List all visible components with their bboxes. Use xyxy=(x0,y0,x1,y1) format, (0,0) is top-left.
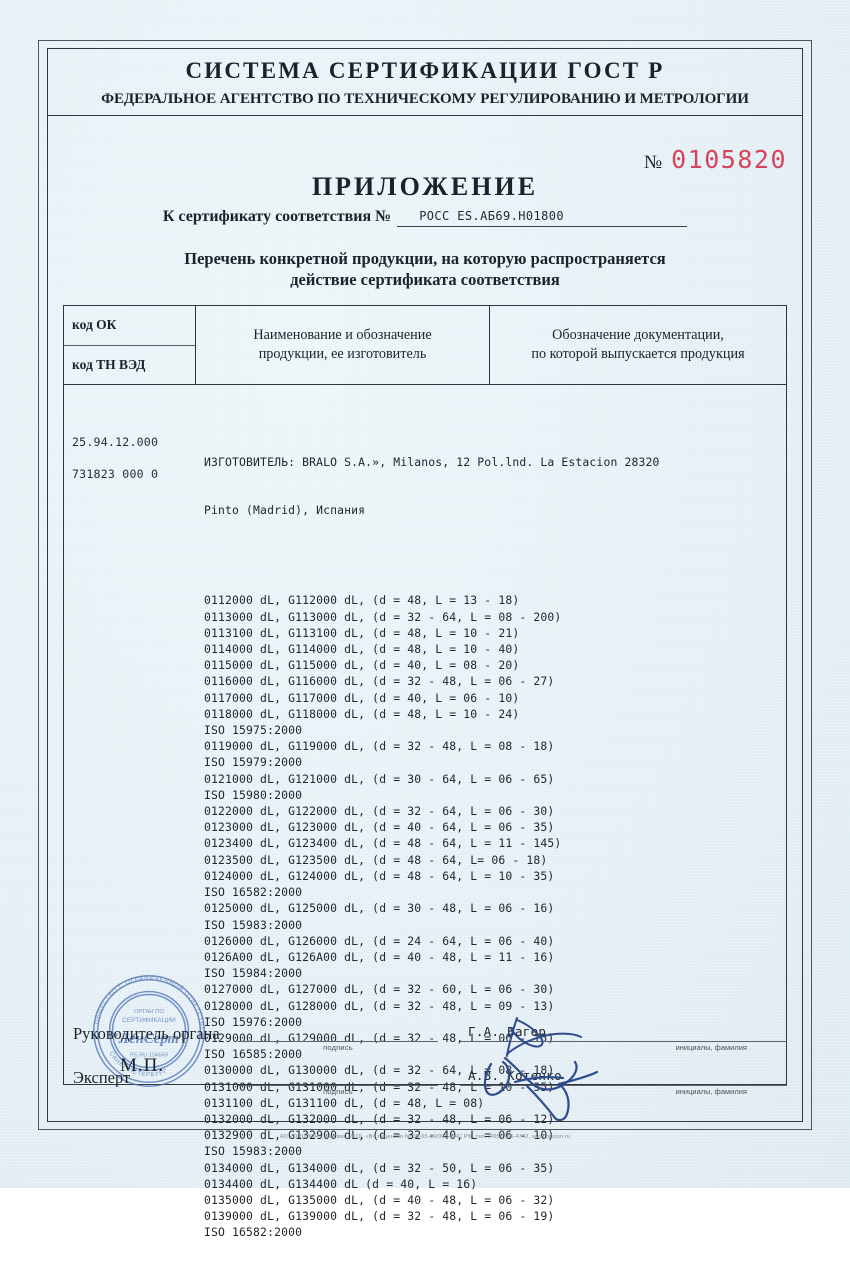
number-symbol: № xyxy=(644,152,663,173)
product-lines: 0112000 dL, G112000 dL, (d = 48, L = 13 … xyxy=(204,592,780,1240)
product-line: ISO 15979:2000 xyxy=(204,755,303,770)
product-list-column: ИЗГОТОВИТЕЛЬ: BRALO S.A.», Milanos, 12 P… xyxy=(204,389,780,1273)
product-line: 0128000 dL, G128000 dL, (d = 32 - 48, L … xyxy=(204,998,555,1013)
product-line: 0112000 dL, G112000 dL, (d = 48, L = 13 … xyxy=(204,593,520,608)
table-header-product-name: Наименование и обозначение продукции, ее… xyxy=(196,306,490,384)
agency-title: ФЕДЕРАЛЬНОЕ АГЕНТСТВО ПО ТЕХНИЧЕСКОМУ РЕ… xyxy=(101,90,749,107)
product-line: ISO 15983:2000 xyxy=(204,1144,303,1159)
product-line: ISO 15980:2000 xyxy=(204,787,303,802)
product-line: ISO 15983:2000 xyxy=(204,917,303,932)
product-line: 0123400 dL, G123400 dL, (d = 48 - 64, L … xyxy=(204,836,562,851)
signature-name-head: Г.А. Вагер xyxy=(468,1024,547,1039)
manufacturer-block: ИЗГОТОВИТЕЛЬ: BRALO S.A.», Milanos, 12 P… xyxy=(204,421,780,551)
product-line: 0131100 dL, G131100 dL, (d = 48, L = 08) xyxy=(204,1095,485,1110)
product-line: 0116000 dL, G116000 dL, (d = 32 - 48, L … xyxy=(204,674,555,689)
signature-line-head: подпись xyxy=(238,1020,438,1052)
product-line: 0113000 dL, G113000 dL, (d = 32 - 64, L … xyxy=(204,609,562,624)
document-subtitle-line1: Перечень конкретной продукции, на котору… xyxy=(184,249,666,268)
product-line: ISO 15984:2000 xyxy=(204,966,303,981)
product-line: ISO 15976:2000 xyxy=(204,1014,303,1029)
product-code: 731823 000 0 xyxy=(72,467,159,481)
mp-label: М.П. xyxy=(120,1055,165,1076)
certificate-page: СИСТЕМА СЕРТИФИКАЦИИ ГОСТ Р ФЕДЕРАЛЬНОЕ … xyxy=(0,0,850,1239)
signature-name-field-expert: А.В. Котенко инициалы, фамилия xyxy=(460,1064,787,1096)
manufacturer-line2: Pinto (Madrid), Испания xyxy=(204,503,366,518)
signature-name-caption-expert: инициалы, фамилия xyxy=(675,1087,747,1096)
product-line: 0118000 dL, G118000 dL, (d = 48, L = 10 … xyxy=(204,706,520,721)
product-line: 0123000 dL, G123000 dL, (d = 40 - 64, L … xyxy=(204,820,555,835)
certificate-reference-field: РОСС ES.АБ69.Н01800 xyxy=(397,207,688,227)
certificate-reference: К сертификату соответствия № РОСС ES.АБ6… xyxy=(0,207,850,227)
document-subtitle: Перечень конкретной продукции, на котору… xyxy=(0,248,850,290)
signature-name-caption-head: инициалы, фамилия xyxy=(675,1043,747,1052)
product-line: ISO 15975:2000 xyxy=(204,723,303,738)
manufacturer-line1: ИЗГОТОВИТЕЛЬ: BRALO S.A.», Milanos, 12 P… xyxy=(204,454,660,469)
table-header-product-name-line1: Наименование и обозначение xyxy=(253,327,432,343)
product-code: 25.94.12.000 xyxy=(72,435,159,449)
signature-row-expert: Эксперт подпись А.В. Котенко инициалы, ф… xyxy=(63,1064,787,1108)
blank-number: № 0105820 xyxy=(644,145,787,174)
table-header-documentation-line2: по которой выпускается продукция xyxy=(531,346,745,362)
product-line: 0132900 dL, G132900 dL, (d = 32 - 40, L … xyxy=(204,1128,555,1143)
signature-role-expert: Эксперт xyxy=(73,1068,131,1087)
product-line: 0119000 dL, G119000 dL, (d = 32 - 48, L … xyxy=(204,739,555,754)
page-title: ПРИЛОЖЕНИЕ xyxy=(311,172,539,201)
table-header-code-tnved: код ТН ВЭД xyxy=(72,356,146,372)
product-table-header: код ОК код ТН ВЭД Наименование и обознач… xyxy=(64,306,786,384)
printer-footer: АО «ОПЦИОН», Москва, 2016, «В» лицензия … xyxy=(279,1134,571,1140)
product-line: 0139000 dL, G139000 dL, (d = 32 - 48, L … xyxy=(204,1209,555,1224)
table-header-code-ok: код ОК xyxy=(64,306,195,346)
product-line: ISO 16582:2000 xyxy=(204,885,303,900)
signature-name-expert: А.В. Котенко xyxy=(468,1068,562,1083)
certificate-reference-label: К сертификату соответствия № xyxy=(162,208,392,225)
product-line: 0126000 dL, G126000 dL, (d = 24 - 64, L … xyxy=(204,933,555,948)
document-frame-outer xyxy=(38,40,812,1130)
number-value: 0105820 xyxy=(671,145,787,174)
document-header: СИСТЕМА СЕРТИФИКАЦИИ ГОСТ Р ФЕДЕРАЛЬНОЕ … xyxy=(47,48,803,116)
product-line: 0125000 dL, G125000 dL, (d = 30 - 48, L … xyxy=(204,901,555,916)
product-line: 0134000 dL, G134000 dL, (d = 32 - 50, L … xyxy=(204,1160,555,1175)
product-line: 0122000 dL, G122000 dL, (d = 32 - 64, L … xyxy=(204,804,555,819)
product-line: 0115000 dL, G115000 dL, (d = 40, L = 08 … xyxy=(204,658,520,673)
product-line: 0134400 dL, G134400 dL (d = 40, L = 16) xyxy=(204,1176,478,1191)
product-line: 0124000 dL, G124000 dL, (d = 48 - 64, L … xyxy=(204,868,555,883)
document-frame-inner xyxy=(47,48,803,1122)
product-table-body: 25.94.12.000 731823 000 0 ИЗГОТОВИТЕЛЬ: B… xyxy=(64,384,786,1239)
product-table: код ОК код ТН ВЭД Наименование и обознач… xyxy=(63,305,787,1239)
table-header-documentation: Обозначение документации, по которой вып… xyxy=(490,306,786,384)
product-codes-column: 25.94.12.000 731823 000 0 xyxy=(72,435,196,499)
signature-caption-expert: подпись xyxy=(323,1087,353,1096)
product-line: 0114000 dL, G114000 dL, (d = 48, L = 10 … xyxy=(204,642,520,657)
signature-role-head: Руководитель органа xyxy=(73,1024,220,1043)
product-line: ISO 16585:2000 xyxy=(204,1047,303,1062)
signature-line-expert: подпись xyxy=(238,1064,438,1096)
product-line: 0127000 dL, G127000 dL, (d = 32 - 60, L … xyxy=(204,982,555,997)
product-line: 0132000 dL, G132000 dL, (d = 32 - 48, L … xyxy=(204,1111,555,1126)
system-title: СИСТЕМА СЕРТИФИКАЦИИ ГОСТ Р xyxy=(185,58,665,83)
signature-caption-head: подпись xyxy=(323,1043,353,1052)
table-header-documentation-line1: Обозначение документации, xyxy=(552,327,724,343)
product-line: 0135000 dL, G135000 dL, (d = 40 - 48, L … xyxy=(204,1192,555,1207)
product-line: 0121000 dL, G121000 dL, (d = 30 - 64, L … xyxy=(204,771,555,786)
signature-block: Руководитель органа подпись Г.А. Вагер и… xyxy=(63,1017,787,1122)
product-line: ISO 16582:2000 xyxy=(204,1225,303,1240)
product-line: 0123500 dL, G123500 dL, (d = 48 - 64, L=… xyxy=(204,852,548,867)
product-line: 0113100 dL, G113100 dL, (d = 48, L = 10 … xyxy=(204,625,520,640)
certificate-reference-value: РОСС ES.АБ69.Н01800 xyxy=(419,209,565,223)
product-line: 0126A00 dL, G126A00 dL, (d = 40 - 48, L … xyxy=(204,949,555,964)
signature-row-head: Руководитель органа подпись Г.А. Вагер и… xyxy=(63,1020,787,1064)
product-line: 0117000 dL, G117000 dL, (d = 40, L = 06 … xyxy=(204,690,520,705)
signature-name-field-head: Г.А. Вагер инициалы, фамилия xyxy=(460,1020,787,1052)
table-header-codes: код ОК код ТН ВЭД xyxy=(64,306,196,384)
table-header-product-name-line2: продукции, ее изготовитель xyxy=(258,346,427,362)
document-subtitle-line2: действие сертификата соответствия xyxy=(290,270,560,289)
